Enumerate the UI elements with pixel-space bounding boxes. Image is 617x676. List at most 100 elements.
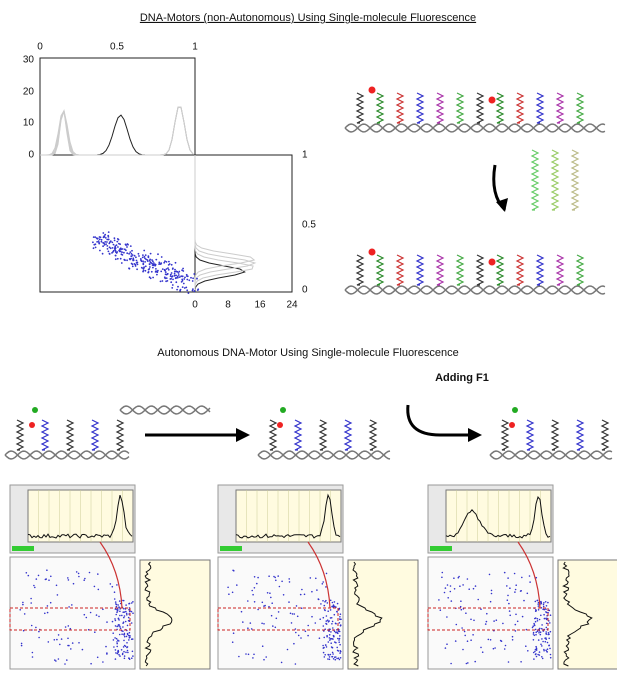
scatter-point xyxy=(338,608,340,611)
scatter-point xyxy=(128,258,131,260)
scatter-point xyxy=(114,619,117,622)
scatter-point xyxy=(332,653,334,655)
scatter-point xyxy=(467,662,469,664)
scatter-point xyxy=(165,277,168,279)
scatter-point xyxy=(472,587,475,590)
scatter-point xyxy=(144,265,147,268)
scatter-point xyxy=(546,648,549,650)
scatter-point xyxy=(263,623,265,625)
dna-strand xyxy=(535,254,545,286)
scatter-point xyxy=(103,235,106,238)
histogram-curve xyxy=(40,106,194,156)
dna-strand xyxy=(415,92,425,124)
dna-strand xyxy=(475,254,485,286)
scatter-point xyxy=(130,610,133,613)
scatter-point xyxy=(114,601,117,603)
scatter-point xyxy=(247,653,250,656)
scatter-point xyxy=(20,644,23,647)
scatter-point xyxy=(165,261,168,263)
scatter-point xyxy=(71,604,73,606)
scatter-point xyxy=(300,607,303,609)
scatter-point xyxy=(535,655,538,658)
scatter-point xyxy=(107,231,110,234)
scatter-point xyxy=(120,262,123,264)
scatter-point xyxy=(96,237,99,240)
scatter-point xyxy=(514,591,516,593)
scatter-point xyxy=(118,606,120,609)
scatter-point xyxy=(114,258,117,261)
scatter-point xyxy=(176,276,179,279)
scatter-point xyxy=(323,646,325,649)
scatter-point xyxy=(253,587,256,589)
scatter-point xyxy=(67,579,70,581)
scatter-point xyxy=(60,638,63,640)
scatter-point xyxy=(338,622,341,624)
scatter-point xyxy=(115,251,117,254)
scatter-point xyxy=(533,624,536,627)
scatter-point xyxy=(322,600,324,602)
scatter-point xyxy=(444,587,447,589)
scatter-point xyxy=(158,261,161,264)
scatter-point xyxy=(171,287,174,289)
scatter-point xyxy=(31,656,34,658)
dna-strand xyxy=(268,419,278,451)
histogram-curve xyxy=(194,155,256,290)
scatter-point xyxy=(449,590,452,593)
tick-label: 0.5 xyxy=(110,42,124,53)
scatter-point xyxy=(233,570,235,572)
scatter-point xyxy=(514,588,517,591)
scatter-point xyxy=(549,656,552,659)
link xyxy=(307,541,331,609)
scatter-point xyxy=(250,628,253,630)
scatter-point xyxy=(332,627,334,629)
scatter-point xyxy=(532,651,535,654)
scatter-point xyxy=(325,599,327,602)
scatter-point xyxy=(252,593,254,596)
scatter-point xyxy=(138,255,140,257)
tick-label: 20 xyxy=(23,87,35,98)
side-panel xyxy=(139,559,211,670)
scatter-point xyxy=(142,254,144,256)
scatter-point xyxy=(253,576,256,578)
scatter-point xyxy=(109,247,112,250)
scatter-point xyxy=(526,592,529,595)
scatter-point xyxy=(123,644,126,647)
scatter-point xyxy=(514,623,517,626)
scatter-point xyxy=(543,608,546,611)
scatter-point xyxy=(489,600,492,603)
scatter-point xyxy=(331,655,334,658)
scatter-point xyxy=(154,263,157,266)
scatter-point xyxy=(542,640,544,643)
scatter-point xyxy=(322,625,325,627)
scatter-point xyxy=(106,248,109,250)
scatter-point xyxy=(57,658,60,660)
scatter-point xyxy=(527,650,529,652)
scatter-point xyxy=(333,613,336,616)
tick-label: 0.5 xyxy=(302,220,316,231)
scatter-point xyxy=(135,259,138,262)
scatter-point xyxy=(546,641,549,644)
scatter-point xyxy=(183,287,186,289)
scatter-point xyxy=(545,631,547,633)
scatter-point xyxy=(148,259,151,262)
scatter-point xyxy=(169,278,172,280)
scatter-point xyxy=(327,621,330,623)
scatter-point xyxy=(323,604,326,607)
scatter-point xyxy=(191,280,194,282)
scatter-point xyxy=(439,609,442,611)
scatter-point xyxy=(171,284,174,286)
scatter-point xyxy=(528,575,531,577)
scatter-point xyxy=(172,267,174,270)
scatter-point xyxy=(543,649,545,652)
scatter-point xyxy=(534,628,537,631)
scatter-point xyxy=(463,630,466,633)
scatter-point xyxy=(296,615,299,618)
scatter-point xyxy=(94,631,96,633)
scatter-point xyxy=(329,639,331,641)
dna-strand xyxy=(40,419,50,451)
scatter-point xyxy=(472,634,474,636)
fluorophore xyxy=(368,86,376,94)
scatter-point xyxy=(19,609,22,611)
scatter-point xyxy=(27,574,30,577)
